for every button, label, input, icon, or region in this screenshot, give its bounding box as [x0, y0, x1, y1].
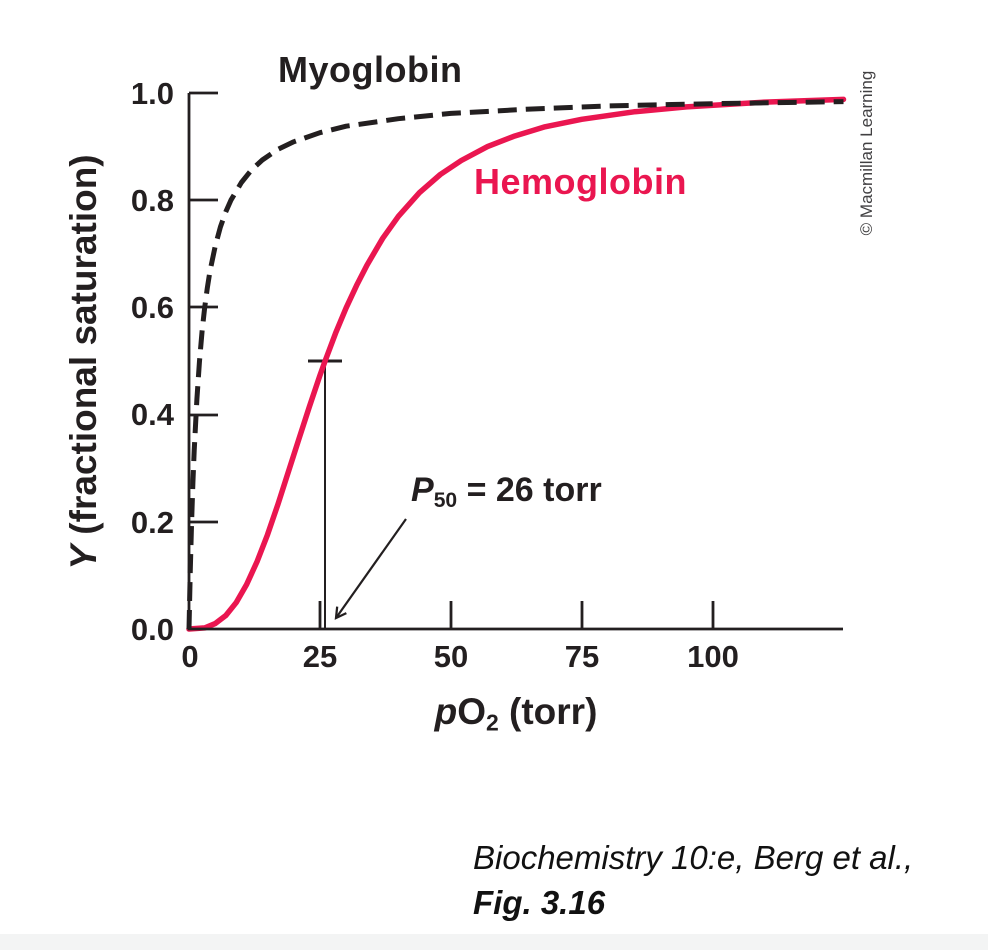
axes [187, 91, 843, 631]
x-tick-label-100: 100 [687, 639, 739, 674]
p50-subscript: 50 [433, 488, 458, 512]
hemoglobin-curve [186, 96, 847, 632]
caption-source: Biochemistry 10:e, Berg et al., [473, 839, 914, 876]
x-tick-label-75: 75 [564, 639, 600, 674]
caption-figure-number: Fig. 3.16 [473, 884, 606, 921]
p50-value: = 26 torr [457, 471, 602, 509]
p50-arrow [334, 518, 407, 620]
copyright-text: © Macmillan Learning [857, 70, 876, 236]
myoglobin-curve [186, 99, 844, 630]
p50-symbol: P [411, 471, 434, 509]
y-tick-label-0.0: 0.0 [130, 612, 174, 647]
hemoglobin-label: Hemoglobin [474, 161, 687, 202]
x-tick-label-0: 0 [181, 639, 199, 674]
x-axis-title: pO2 (torr) [434, 691, 598, 736]
y-tick-label-0.8: 0.8 [130, 183, 174, 218]
y-tick-label-0.6: 0.6 [130, 290, 174, 325]
x-tick-label-25: 25 [302, 639, 338, 674]
bottom-edge-strip [0, 934, 988, 950]
y-tick-label-0.2: 0.2 [130, 505, 174, 540]
y-tick-label-1.0: 1.0 [130, 76, 174, 111]
x-tick-label-50: 50 [433, 639, 469, 674]
p50-annotation: P50 = 26 torr [411, 471, 602, 511]
y-tick-label-0.4: 0.4 [130, 397, 174, 432]
y-axis-title: Y (fractional saturation) [63, 154, 104, 570]
myoglobin-label: Myoglobin [278, 49, 463, 90]
